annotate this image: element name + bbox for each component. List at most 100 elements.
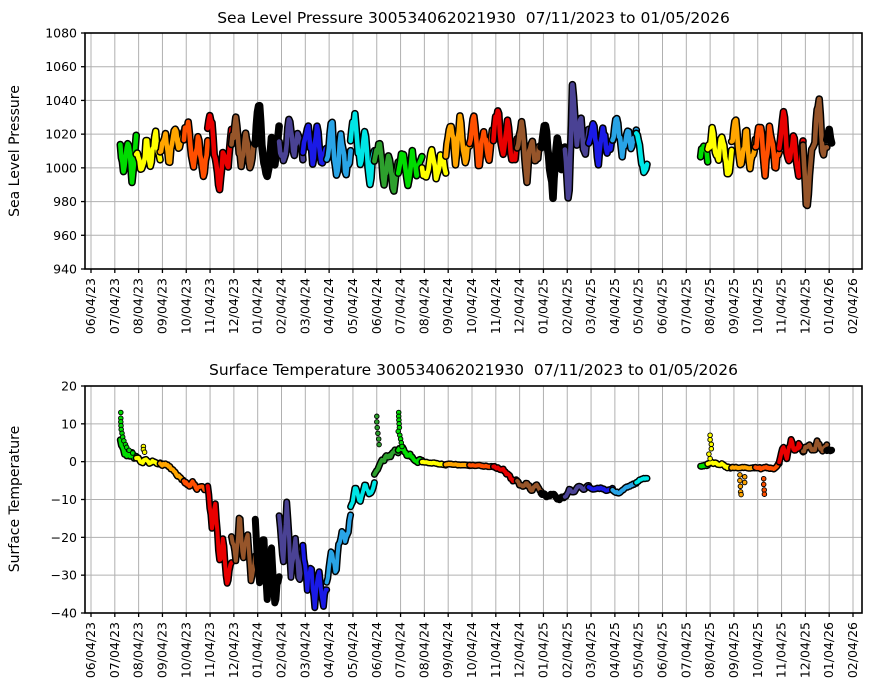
data-segment-2024-11 (489, 107, 521, 164)
segment-line (348, 111, 377, 187)
segment-line (253, 517, 282, 605)
scatter-dot (374, 413, 380, 420)
data-segment-2025-09 (728, 463, 759, 498)
x-tick-label: 09/04/23 (154, 278, 169, 334)
segment-line (514, 119, 544, 185)
scatter-dot (375, 430, 381, 437)
x-tick-label: 11/04/23 (202, 622, 217, 678)
data-segment-2023-10 (180, 477, 212, 494)
segment-line (586, 121, 615, 168)
x-tick-label: 03/04/25 (583, 278, 598, 334)
scatter-dot (118, 409, 124, 416)
scatter-dot (399, 443, 405, 450)
x-tick-label: 11/04/24 (488, 622, 503, 678)
data-segment-2024-07 (394, 146, 426, 190)
segment-line (229, 516, 258, 583)
x-tick-label: 05/04/24 (345, 278, 360, 334)
x-tick-label: 07/04/23 (107, 622, 122, 678)
data-segment-2024-02 (275, 115, 307, 165)
scatter-dot (129, 450, 136, 456)
segment-line (467, 113, 496, 168)
segment-line (419, 147, 449, 181)
segment-line (515, 478, 544, 494)
scatter-dot (126, 447, 132, 454)
x-tick-label: 05/04/25 (631, 622, 646, 678)
scatter-dot (738, 491, 744, 498)
segment-line (562, 483, 591, 499)
segment-line (324, 120, 353, 178)
data-segment-2023-11 (204, 482, 235, 587)
segment-line (753, 123, 782, 179)
scatter-dot (737, 483, 744, 490)
data-segment-2024-11 (489, 462, 521, 485)
x-tick-label: 06/04/24 (369, 622, 384, 678)
data-segment-2024-09 (442, 112, 474, 169)
segment-line (491, 108, 520, 162)
x-tick-label: 04/04/24 (321, 278, 336, 334)
data-segment-2025-04 (608, 114, 641, 161)
scatter-dot (141, 449, 148, 455)
data-segment-2024-01 (251, 101, 283, 181)
x-tick-label: 07/04/25 (678, 622, 693, 678)
segment-line (705, 460, 734, 471)
data-segment-2025-04 (609, 479, 640, 497)
x-tick-label: 02/04/24 (274, 622, 289, 678)
segment-line (801, 438, 829, 454)
scatter-dot (374, 419, 380, 425)
scatter-dot (708, 441, 715, 448)
y-tick-label: −30 (51, 568, 77, 583)
data-segment-2023-09 (156, 460, 188, 485)
x-tick-label: 11/04/24 (488, 278, 503, 334)
data-segment-2025-12 (799, 95, 831, 210)
x-tick-label: 03/04/24 (297, 622, 312, 678)
data-segment-2025-12 (799, 437, 831, 455)
y-tick-label: 1040 (45, 93, 77, 108)
scatter-dot (707, 436, 713, 443)
y-tick-label: 0 (69, 454, 77, 469)
scatter-dot (374, 424, 380, 431)
data-segment-2025-03 (584, 120, 617, 169)
temperature-grid (85, 385, 862, 614)
x-tick-label: 06/04/25 (655, 622, 670, 678)
x-tick-label: 07/04/24 (393, 278, 408, 334)
x-tick-label: 01/04/26 (821, 278, 836, 334)
data-segment-2025-11 (775, 436, 807, 466)
data-segment-2025-01 (537, 121, 569, 203)
segment-line (253, 103, 282, 179)
data-segment-2025-02 (561, 80, 593, 202)
scatter-dot (737, 472, 743, 478)
y-tick-label: 1020 (45, 127, 77, 142)
x-tick-label: 06/04/25 (655, 278, 670, 334)
x-tick-label: 11/04/25 (774, 278, 789, 334)
segment-line (324, 512, 353, 585)
pressure-axes: 06/04/23 07/04/23 08/04/23 09/04/23 10/04/23… (45, 26, 863, 334)
x-tick-label: 08/04/24 (416, 622, 431, 678)
x-tick-label: 12/04/25 (797, 622, 812, 678)
segment-line (562, 82, 591, 201)
x-tick-label: 06/04/23 (83, 622, 98, 678)
data-segment-2025-03 (585, 483, 616, 495)
segment-line (776, 109, 806, 179)
segment-line (205, 113, 234, 192)
segment-line (118, 133, 139, 185)
data-segment-2023-08 (132, 443, 164, 468)
data-segment-2025-08 (704, 432, 736, 472)
temperature-title: Surface Temperature 300534062021930 07/1… (209, 361, 738, 379)
scatter-dot (741, 474, 748, 480)
y-tick-label: 960 (53, 228, 77, 243)
data-segment-2024-04 (323, 511, 355, 586)
scatter-dot (760, 481, 767, 488)
data-segment-2023-11 (203, 111, 236, 194)
x-tick-label: 10/04/25 (750, 622, 765, 678)
scatter-dot (737, 477, 743, 484)
data-segment-2024-10 (465, 112, 498, 170)
data-segment-2024-07 (394, 409, 426, 467)
y-tick-label: −10 (51, 492, 77, 507)
x-tick-label: 09/04/24 (440, 622, 455, 678)
segment-line (777, 437, 805, 465)
temperature-chart: Surface Temperature 300534062021930 07/1… (7, 361, 863, 678)
data-segment-2025-10 (751, 460, 783, 497)
segment-line (205, 484, 234, 586)
temperature-axes: 06/04/23 07/04/23 08/04/23 09/04/23 10/04/23… (51, 379, 863, 678)
